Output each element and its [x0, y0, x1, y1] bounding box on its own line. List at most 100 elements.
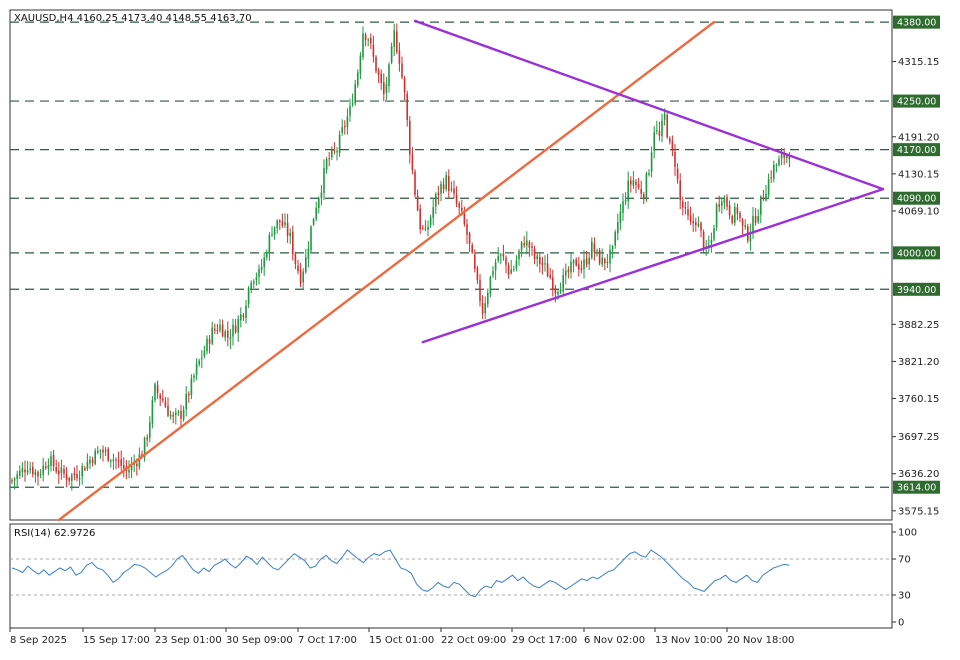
candle-body [302, 271, 304, 283]
candle-body [643, 194, 645, 199]
candle-body [632, 179, 635, 186]
candle-body [91, 459, 94, 463]
x-tick-label: 6 Nov 02:00 [584, 635, 645, 646]
level-tag-label: 3940.00 [897, 285, 936, 296]
candle-body [367, 39, 369, 41]
candle-body [123, 465, 125, 469]
candle-body [255, 277, 258, 281]
candle-body [331, 149, 333, 158]
candle-body [247, 287, 250, 304]
candle-body [471, 244, 473, 253]
candle-body [682, 201, 684, 208]
candle-body [676, 168, 679, 180]
level-lines [10, 21, 892, 488]
candle-body [146, 437, 148, 440]
candle-body [453, 188, 455, 194]
candle-body [614, 232, 616, 246]
trendline-purple-lower [421, 187, 885, 344]
candle-body [741, 219, 744, 226]
candle-body [286, 222, 289, 236]
candle-body [489, 277, 492, 295]
candle-body [671, 140, 674, 151]
candle-body [206, 338, 208, 352]
candle-body [416, 195, 419, 211]
candle-body [419, 208, 421, 230]
candle-body [229, 337, 232, 340]
candle-body [622, 201, 624, 214]
candle-body [398, 50, 401, 64]
candle-body [107, 448, 109, 461]
candle-body [156, 385, 159, 394]
candle-body [575, 259, 577, 266]
candle-body [718, 204, 720, 208]
candle-body [463, 211, 466, 224]
candle-body [312, 219, 315, 225]
candle-body [533, 248, 536, 260]
y-tick-label: 4069.10 [898, 206, 939, 217]
candle-body [619, 211, 622, 224]
candle-body [588, 257, 590, 265]
candle-body [89, 459, 91, 464]
candle-body [221, 324, 224, 337]
candle-body [734, 206, 736, 223]
candle-body [601, 257, 603, 265]
candle-body [715, 204, 718, 228]
x-tick-label: 23 Sep 01:00 [155, 635, 222, 646]
rsi-axis: 100 70 30 0 [892, 528, 917, 629]
y-tick-label: 3575.15 [898, 506, 939, 517]
candle-body [84, 467, 86, 470]
candle-body [258, 268, 260, 277]
candle-body [604, 258, 606, 264]
candle-body [281, 221, 284, 226]
candle-body [692, 221, 694, 224]
candle-body [513, 269, 515, 271]
candle-body [110, 460, 112, 462]
candle-body [422, 227, 424, 229]
candle-body [151, 400, 154, 424]
candle-body [424, 228, 427, 230]
level-tag-bg [893, 15, 940, 29]
time-axis: 8 Sep 2025 15 Sep 17:00 23 Sep 01:00 30 Sep… [9, 628, 794, 646]
x-tick-label: 13 Nov 10:00 [655, 635, 722, 646]
level-tag-label: 4170.00 [897, 145, 936, 156]
candle-body [432, 207, 434, 218]
candle-body [531, 246, 533, 248]
candle-body [650, 152, 653, 172]
candle-body [250, 282, 252, 290]
candle-body [396, 31, 398, 52]
candle-body [559, 289, 562, 293]
candle-body [201, 357, 203, 360]
candle-body [73, 473, 76, 476]
candle-body [427, 226, 429, 230]
candle-body [245, 305, 247, 318]
candle-body [778, 158, 780, 166]
candle-body [359, 55, 362, 74]
candle-body [29, 468, 31, 471]
level-tag-label: 4090.00 [897, 194, 936, 205]
candle-body [372, 44, 375, 57]
candle-body [552, 277, 554, 290]
rsi-series [10, 549, 892, 598]
candle-body [580, 268, 583, 271]
candle-body [19, 470, 21, 476]
candle-body [310, 226, 312, 251]
price-axis: 4315.15 4191.20 4130.15 4069.10 3882.25 3821.… [892, 57, 939, 517]
candle-body [528, 242, 531, 248]
candle-body [697, 223, 700, 227]
rsi-tick-label: 70 [898, 555, 911, 566]
candle-body [190, 378, 193, 396]
candle-body [435, 194, 437, 207]
candle-body [338, 134, 341, 153]
candle-body [289, 232, 291, 237]
y-tick-label: 4315.15 [898, 57, 939, 68]
candle-body [380, 73, 382, 84]
candle-body [565, 270, 567, 276]
candle-body [661, 120, 663, 137]
candle-body [112, 459, 115, 461]
candle-body [102, 449, 104, 453]
candle-body [214, 328, 216, 331]
candle-body [188, 393, 190, 396]
candle-body [536, 255, 538, 260]
candle-body [268, 234, 271, 254]
